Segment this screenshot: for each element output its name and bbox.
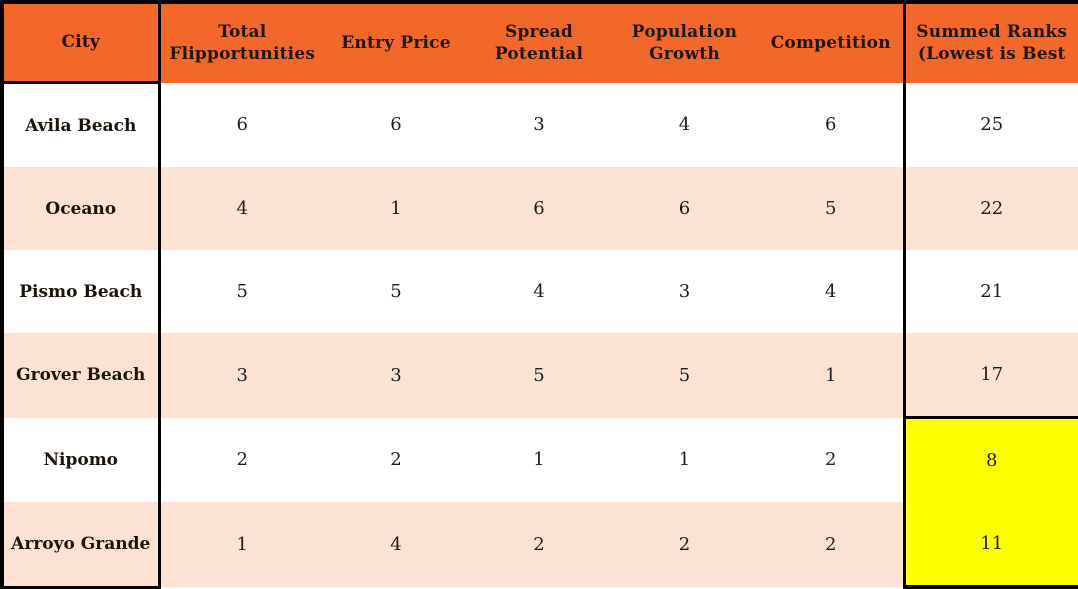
cell-entry-price: 5: [324, 250, 468, 333]
table-row-grover-beach: Grover Beach 3 3 5 5 1 17: [0, 333, 1078, 418]
header-entry-price: Entry Price: [324, 0, 468, 83]
header-total-flipportunities: Total Flipportunities: [159, 0, 324, 83]
cell-population-growth: 2: [610, 502, 759, 587]
table-row-nipomo: Nipomo 2 2 1 1 2 8: [0, 416, 1078, 502]
cell-competition: 4: [759, 250, 904, 333]
cell-total-flipportunities: 3: [159, 333, 324, 418]
cell-spread-potential: 1: [468, 417, 610, 502]
header-population-growth: Population Growth: [610, 0, 759, 83]
cell-city: Grover Beach: [0, 333, 161, 418]
header-competition: Competition: [759, 0, 904, 83]
cell-summed-rank: 21: [902, 250, 1078, 333]
cell-entry-price: 3: [324, 333, 468, 418]
cell-competition: 6: [759, 82, 904, 167]
cell-competition: 1: [759, 333, 904, 418]
cell-city: Oceano: [0, 167, 161, 250]
cell-city: Nipomo: [0, 417, 161, 502]
cell-spread-potential: 2: [468, 502, 610, 587]
cell-summed-rank: 25: [902, 82, 1078, 167]
cell-spread-potential: 4: [468, 250, 610, 333]
cell-total-flipportunities: 1: [159, 502, 324, 587]
cell-population-growth: 4: [610, 82, 759, 167]
cell-spread-potential: 5: [468, 333, 610, 418]
cell-spread-potential: 6: [468, 167, 610, 250]
cell-summed-rank-highlighted: 8: [902, 416, 1078, 502]
cell-total-flipportunities: 2: [159, 417, 324, 502]
cell-spread-potential: 3: [468, 82, 610, 167]
table-row-pismo-beach: Pismo Beach 5 5 4 3 4 21: [0, 250, 1078, 333]
header-summed-ranks: Summed Ranks (Lowest is Best: [902, 0, 1078, 83]
header-row: City Total Flipportunities Entry Price S…: [0, 0, 1078, 84]
cell-population-growth: 3: [610, 250, 759, 333]
cell-entry-price: 2: [324, 417, 468, 502]
cell-total-flipportunities: 6: [159, 82, 324, 167]
cell-summed-rank: 22: [902, 167, 1078, 250]
header-spread-potential: Spread Potential: [468, 0, 610, 83]
cell-summed-rank-highlighted: 11: [902, 502, 1078, 589]
cell-summed-rank: 17: [902, 333, 1078, 418]
cell-city: Avila Beach: [0, 82, 161, 167]
cell-entry-price: 6: [324, 82, 468, 167]
cell-total-flipportunities: 4: [159, 167, 324, 250]
cell-population-growth: 6: [610, 167, 759, 250]
cell-population-growth: 5: [610, 333, 759, 418]
cell-entry-price: 4: [324, 502, 468, 587]
cell-total-flipportunities: 5: [159, 250, 324, 333]
cell-competition: 2: [759, 417, 904, 502]
cell-population-growth: 1: [610, 417, 759, 502]
cell-competition: 5: [759, 167, 904, 250]
table-row-arroyo-grande: Arroyo Grande 1 4 2 2 2 11: [0, 502, 1078, 589]
table-row-oceano: Oceano 4 1 6 6 5 22: [0, 167, 1078, 250]
header-city: City: [0, 0, 161, 84]
cell-competition: 2: [759, 502, 904, 587]
cell-entry-price: 1: [324, 167, 468, 250]
cell-city: Pismo Beach: [0, 250, 161, 333]
cell-city: Arroyo Grande: [0, 502, 161, 589]
table-row-avila-beach: Avila Beach 6 6 3 4 6 25: [0, 82, 1078, 167]
